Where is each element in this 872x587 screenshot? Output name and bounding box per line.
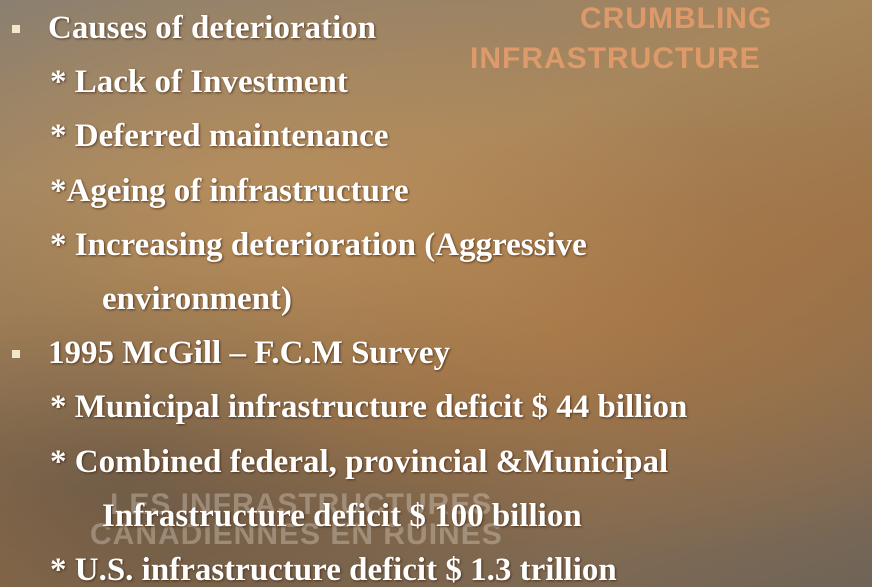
bullet-item: * U.S. infrastructure deficit $ 1.3 tril… [50, 552, 617, 587]
watermark-text: INFRASTRUCTURE [470, 42, 761, 75]
bullet-heading: 1995 McGill – F.C.M Survey [48, 335, 451, 372]
bullet-item: * Combined federal, provincial &Municipa… [50, 443, 669, 480]
bullet-item: Infrastructure deficit $ 100 billion [102, 497, 582, 534]
bullet-item: *Ageing of infrastructure [50, 172, 409, 209]
bullet-marker [12, 25, 20, 33]
watermark-text: LES INFRASTRUCTURES [110, 488, 493, 521]
watermark-text: CRUMBLING [580, 2, 773, 35]
bullet-item: * Lack of Investment [50, 64, 348, 101]
bullet-item: * Increasing deterioration (Aggressive [50, 226, 587, 263]
bullet-item: * Deferred maintenance [50, 118, 389, 155]
bullet-item: environment) [102, 281, 293, 317]
watermark-text: CANADIENNES EN RUINES [90, 518, 503, 551]
bullet-item: * Municipal infrastructure deficit $ 44 … [50, 389, 688, 426]
bullet-marker [12, 350, 20, 359]
bullet-heading: Causes of deterioration [48, 10, 377, 46]
